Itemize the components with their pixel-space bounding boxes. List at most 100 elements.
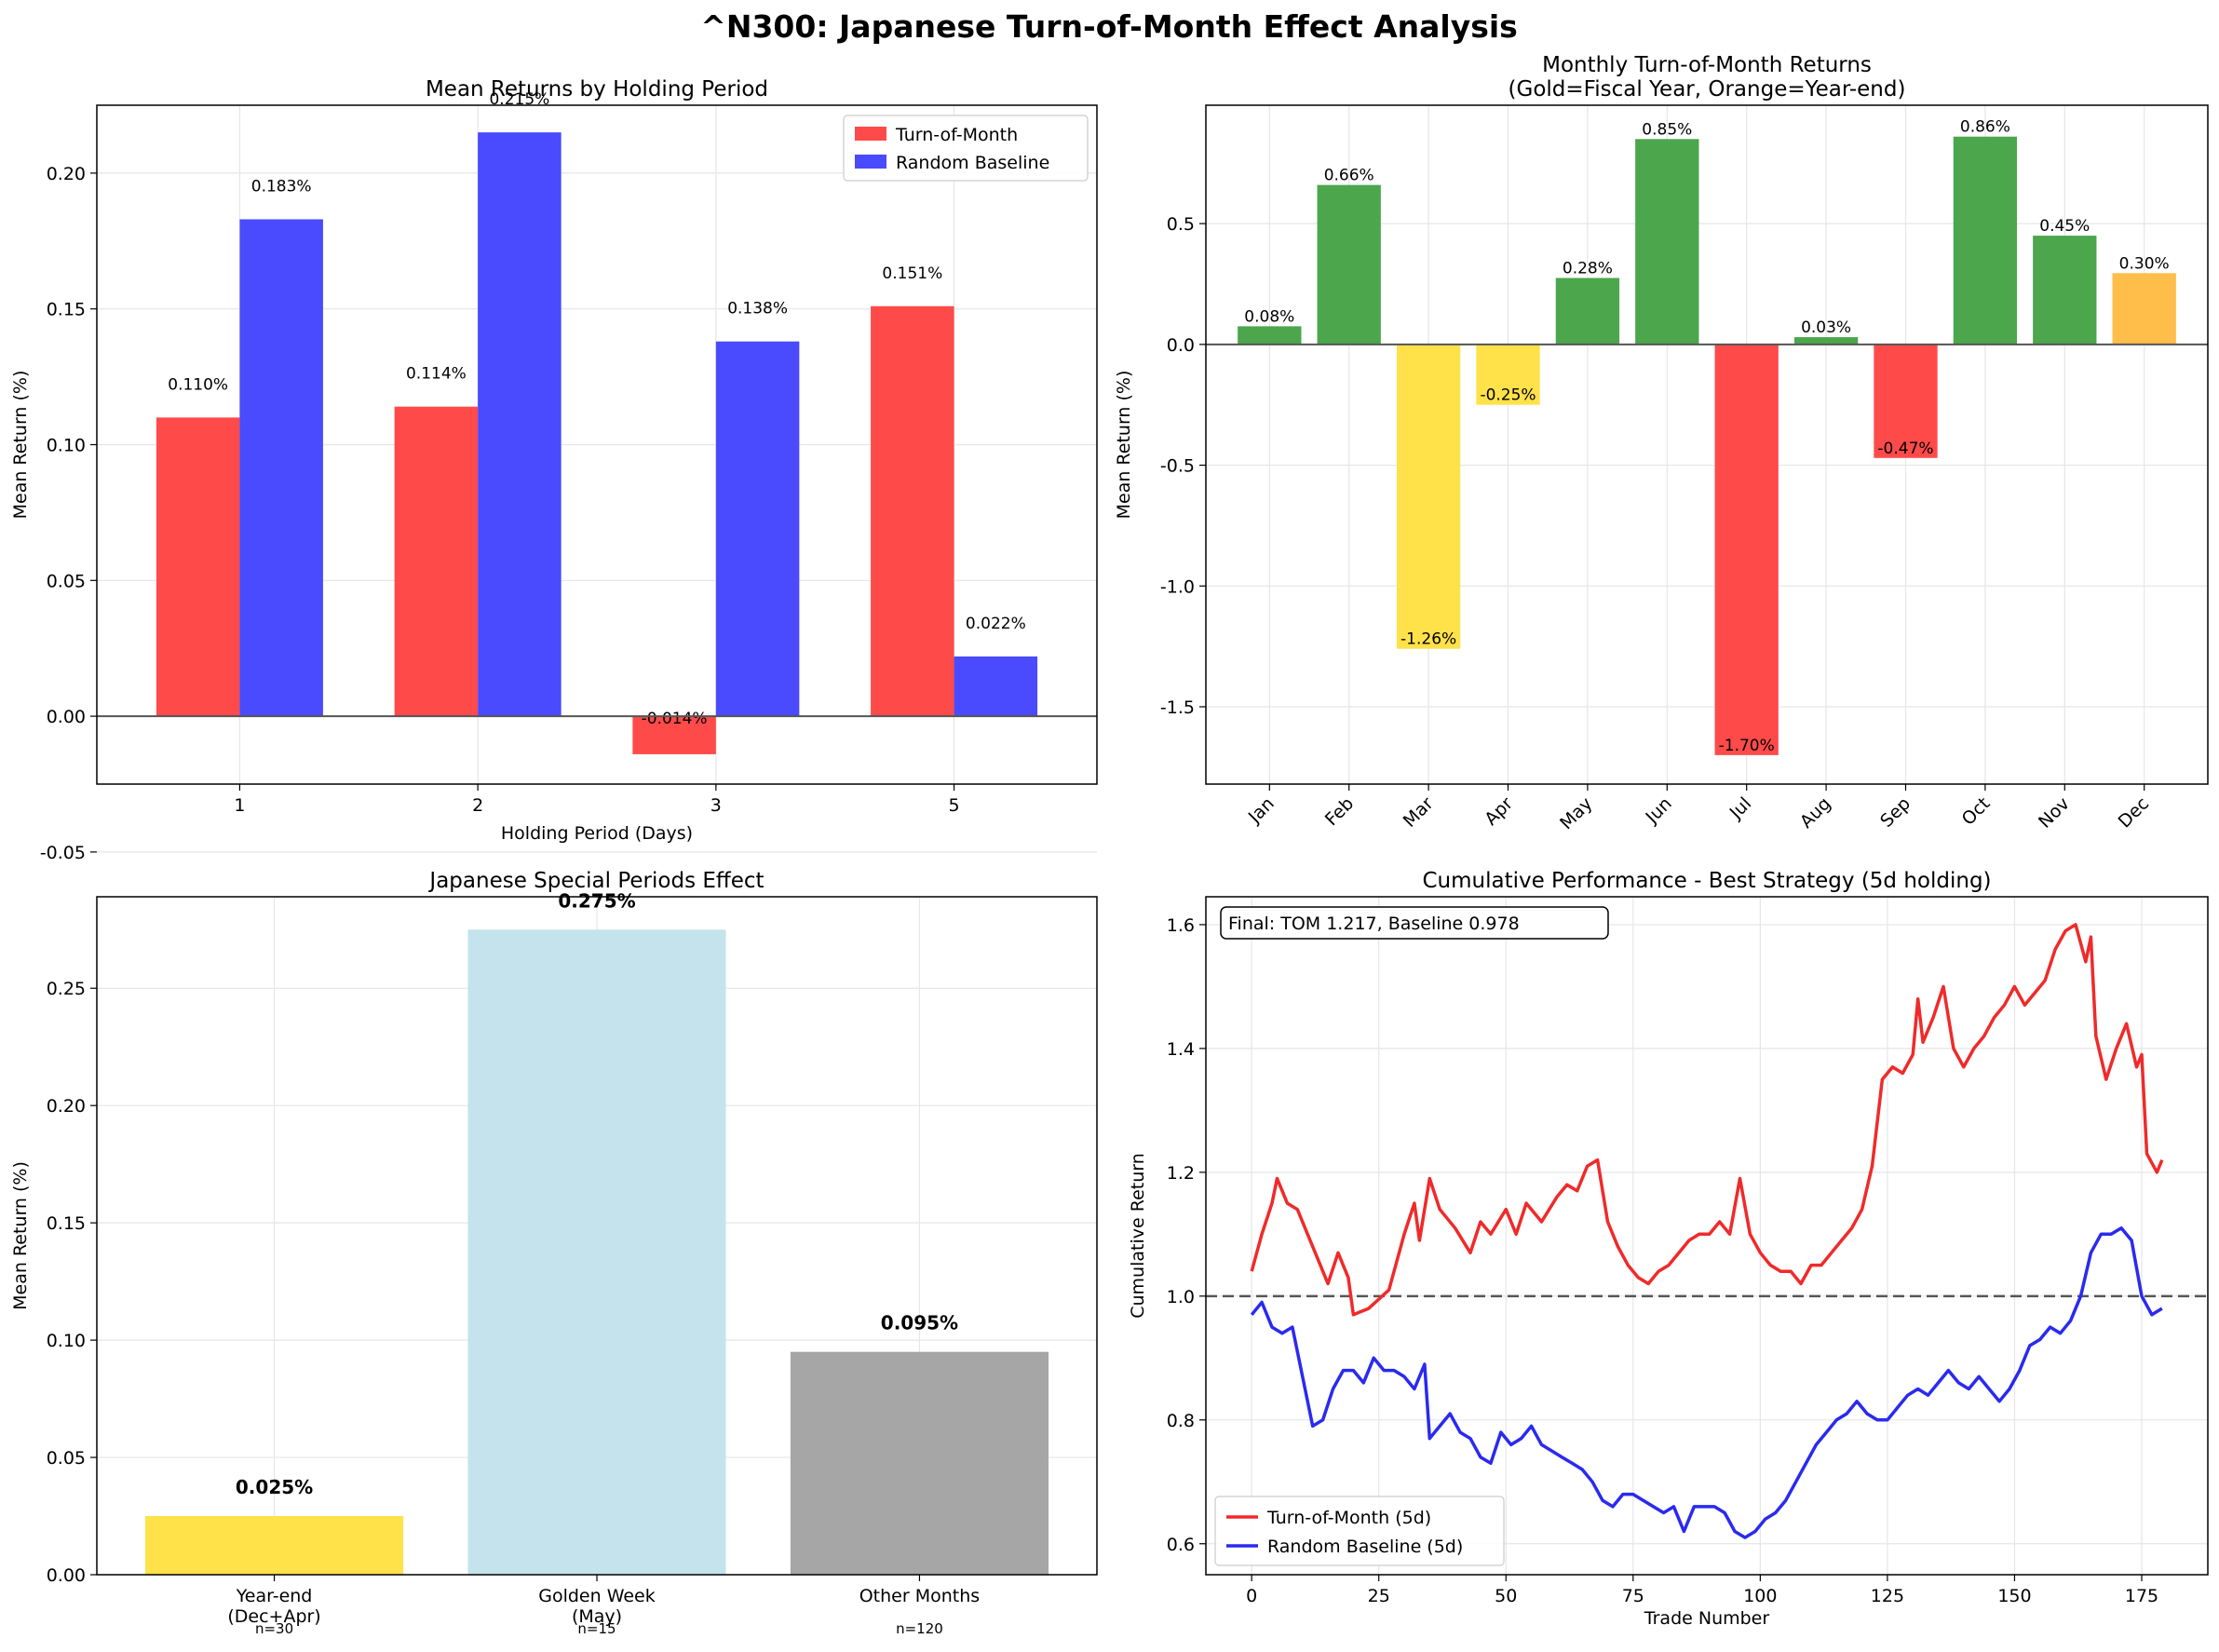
monthly-ytick-label: 0.5 [1167,214,1195,235]
special-count-label: n=30 [255,1620,293,1637]
monthly-ylabel: Mean Return (%) [1114,371,1134,520]
holding-ytick-label: -0.05 [40,843,86,863]
special-ylabel: Mean Return (%) [10,1161,31,1310]
holding-bar-label: 0.215% [489,90,549,109]
special-count-label: n=120 [896,1620,943,1637]
monthly-bar [1793,337,1859,345]
holding-legend-label: Random Baseline [896,153,1049,173]
holding-bar-label: 0.114% [406,365,467,384]
holding-xtick-label: 3 [710,795,722,816]
figure-title: ^N300: Japanese Turn-of-Month Effect Ana… [700,8,1518,45]
chart-monthly: -1.5 -1.0 -0.5 0.0 0.5 Mean Return (%) 0.08% 0.… [1114,53,2209,833]
holding-bar-label: -0.014% [642,710,708,728]
holding-xtick-label: 1 [234,795,245,816]
cumulative-ytick-label: 0.8 [1167,1411,1195,1431]
holding-legend-label: Turn-of-Month [895,125,1018,145]
monthly-bar-label: 0.85% [1642,120,1692,139]
cumulative-xtick-label: 150 [1997,1586,2031,1606]
cumulative-annotation-box [1220,906,1609,940]
holding-xtick-label: 5 [949,795,960,816]
holding-bar-tom [632,716,716,754]
holding-bar-label: 0.183% [251,177,312,196]
chart-holding-period: -0.05 0.00 0.05 0.10 0.15 0.20 Mean Return (%)… [10,77,1098,863]
special-xtick-label: Other Months [859,1586,980,1606]
monthly-bar-label: 0.03% [1801,318,1851,337]
holding-legend-swatch [855,127,886,141]
cumulative-xlabel: Trade Number [1644,1608,1770,1629]
special-bar [790,1351,1049,1575]
special-xtick-label: Golden Week [538,1586,656,1606]
monthly-bar-label: -0.47% [1877,440,1933,458]
monthly-bar [1635,139,1699,345]
holding-bar-tom [156,417,240,717]
monthly-bar-label: 0.86% [1960,118,2010,137]
holding-bar-label: 0.151% [882,264,942,283]
special-bar [144,1516,404,1575]
holding-ytick-label: 0.20 [47,164,86,184]
special-ytick-label: 0.15 [47,1213,86,1234]
monthly-ytick-label: -1.5 [1160,697,1195,718]
holding-bar-tom [394,406,479,717]
cumulative-ytick-label: 1.2 [1167,1163,1195,1184]
holding-title: Mean Returns by Holding Period [426,77,768,102]
cumulative-xtick-label: 100 [1743,1586,1777,1606]
special-bar [467,929,726,1575]
holding-ytick-label: 0.10 [47,436,86,456]
holding-bar-label: 0.110% [168,375,228,394]
special-ytick-label: 0.00 [47,1565,86,1586]
cumulative-ylabel: Cumulative Return [1128,1153,1148,1319]
cumulative-xtick-label: 175 [2125,1586,2158,1606]
holding-bar-baseline [478,132,562,717]
monthly-bar-label: -0.25% [1480,386,1536,405]
monthly-bar [1555,278,1620,345]
special-ytick-label: 0.20 [47,1096,86,1117]
holding-bar-label: 0.022% [966,615,1026,633]
special-count-label: n=15 [577,1620,616,1637]
cumulative-ytick-label: 0.6 [1167,1535,1195,1555]
cumulative-ytick-label: 1.0 [1167,1287,1195,1307]
special-xtick-label: (May) [572,1606,622,1627]
cumulative-line-tom [1250,923,2164,1317]
cumulative-annotation: Final: TOM 1.217, Baseline 0.978 [1228,914,1520,934]
monthly-bar [2112,273,2176,345]
holding-bar-tom [871,305,954,717]
monthly-bar-label: 0.66% [1324,167,1374,185]
monthly-bar-label: -1.26% [1400,630,1456,649]
holding-ylabel: Mean Return (%) [10,371,31,520]
monthly-ytick-label: 0.0 [1167,335,1195,356]
holding-frame [96,104,1098,785]
special-ytick-label: 0.05 [47,1448,86,1469]
monthly-bar [1396,344,1461,649]
monthly-ytick-label: -1.0 [1160,576,1195,597]
monthly-bar-label: 0.30% [2119,254,2170,273]
holding-bar-label: 0.138% [727,300,788,318]
monthly-title: Monthly Turn-of-Month Returns [1542,53,1872,77]
monthly-bar [1874,344,1938,458]
monthly-bar [1238,326,1302,345]
holding-legend-swatch [855,155,886,169]
monthly-ytick-label: -0.5 [1160,456,1195,477]
holding-bar-baseline [239,219,323,717]
special-xtick-label: (Dec+Apr) [227,1606,320,1627]
cumulative-xtick-label: 125 [1871,1586,1904,1606]
cumulative-xtick-label: 25 [1368,1586,1390,1606]
cumulative-line-baseline [1250,1225,2163,1539]
special-bar-label: 0.275% [558,889,635,912]
holding-xlabel: Holding Period (Days) [501,823,693,844]
cumulative-ytick-label: 1.6 [1167,915,1195,936]
holding-legend [843,115,1089,182]
monthly-bar [1317,184,1381,345]
cumulative-title: Cumulative Performance - Best Strategy (… [1422,869,1991,893]
cumulative-legend [1214,1496,1505,1566]
monthly-bar [1714,344,1779,755]
cumulative-xtick-label: 75 [1622,1586,1644,1606]
cumulative-frame [1205,896,2209,1576]
monthly-bar [1476,344,1540,405]
monthly-subtitle: (Gold=Fiscal Year, Orange=Year-end) [1509,77,1906,102]
monthly-bar [2033,236,2097,345]
monthly-bar-label: 0.28% [1563,259,1613,278]
special-title: Japanese Special Periods Effect [427,869,764,893]
monthly-frame [1205,104,2209,785]
cumulative-legend-label: Turn-of-Month (5d) [1266,1508,1431,1528]
